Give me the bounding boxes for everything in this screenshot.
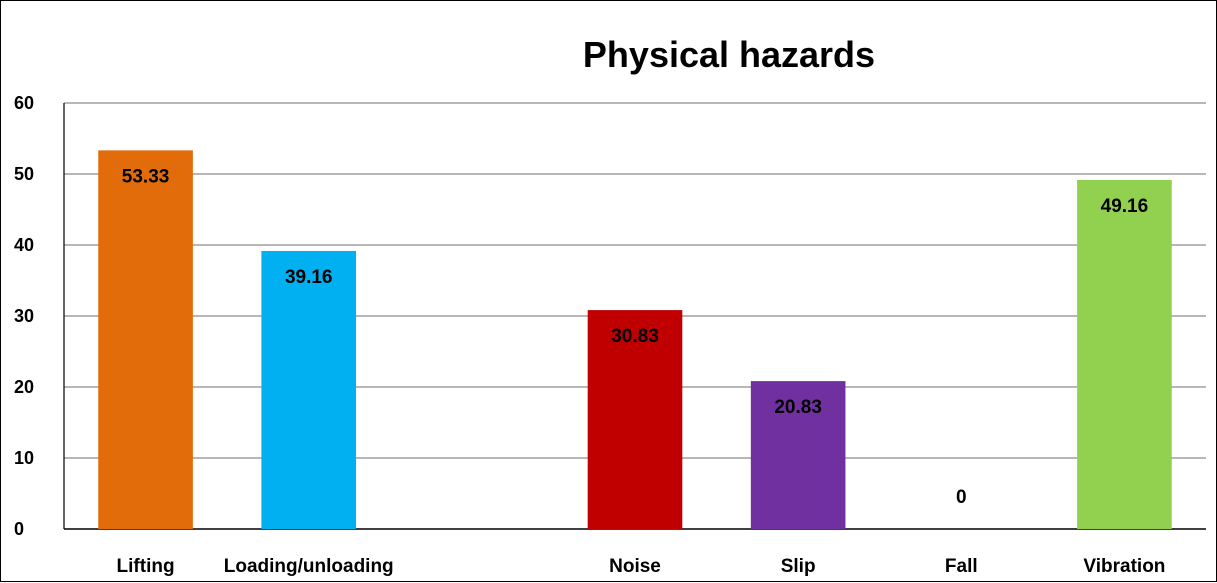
data-label: 39.16 [285, 267, 333, 288]
data-labels: 53.33 39.16 30.83 20.83 0 49.16 [122, 166, 1148, 508]
y-tick-label: 40 [14, 235, 34, 255]
data-label: 20.83 [774, 397, 822, 418]
data-label: 53.33 [122, 166, 170, 187]
data-label: 49.16 [1101, 196, 1149, 217]
data-label: 0 [956, 487, 967, 508]
x-tick-label: Fall [945, 556, 978, 577]
y-tick-label: 60 [14, 93, 34, 113]
bars [98, 150, 1172, 530]
x-tick-label: Vibration [1083, 556, 1165, 577]
chart-title: Physical hazards [583, 34, 875, 75]
bar [98, 150, 193, 529]
bar [261, 250, 357, 530]
bar [750, 381, 846, 529]
x-tick-label: Slip [781, 556, 816, 577]
category-labels: Lifting Loading/unloading Noise Slip Fall Vib… [117, 556, 1166, 577]
bar [1077, 179, 1172, 530]
y-tick-label: 0 [14, 519, 24, 539]
y-tick-labels: 0 10 20 30 40 50 60 [14, 93, 34, 539]
data-label: 30.83 [611, 326, 659, 347]
x-tick-label: Noise [609, 556, 661, 577]
y-tick-label: 10 [14, 448, 34, 468]
x-tick-label: Loading/unloading [224, 556, 394, 577]
y-tick-label: 50 [14, 164, 34, 184]
y-tick-label: 30 [14, 306, 34, 326]
x-tick-label: Lifting [117, 556, 175, 577]
bar [587, 310, 683, 529]
y-tick-label: 20 [14, 377, 34, 397]
